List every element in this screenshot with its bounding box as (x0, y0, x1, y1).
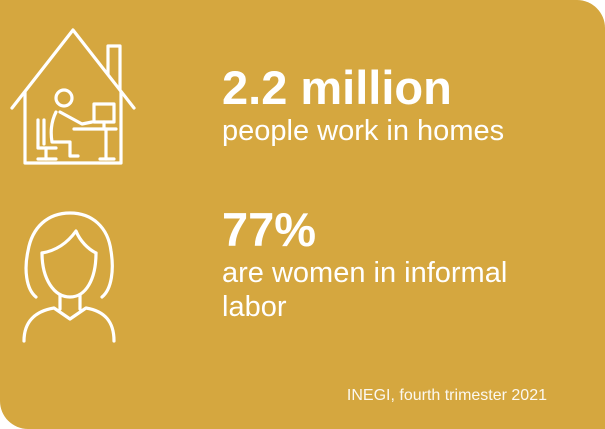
stat-description: people work in homes (222, 115, 505, 147)
woman-portrait-icon (14, 205, 124, 345)
stat-description: are women in informal labor (222, 257, 508, 323)
stat-value: 2.2 million (222, 61, 452, 114)
house-worker-icon (8, 16, 138, 166)
stat-women-share: 77% are women in informal labor (222, 204, 552, 324)
source-note: INEGI, fourth trimester 2021 (346, 387, 547, 404)
stat-home-workers: 2.2 million people work in homes (222, 62, 552, 148)
stat-value: 77% (222, 203, 317, 256)
